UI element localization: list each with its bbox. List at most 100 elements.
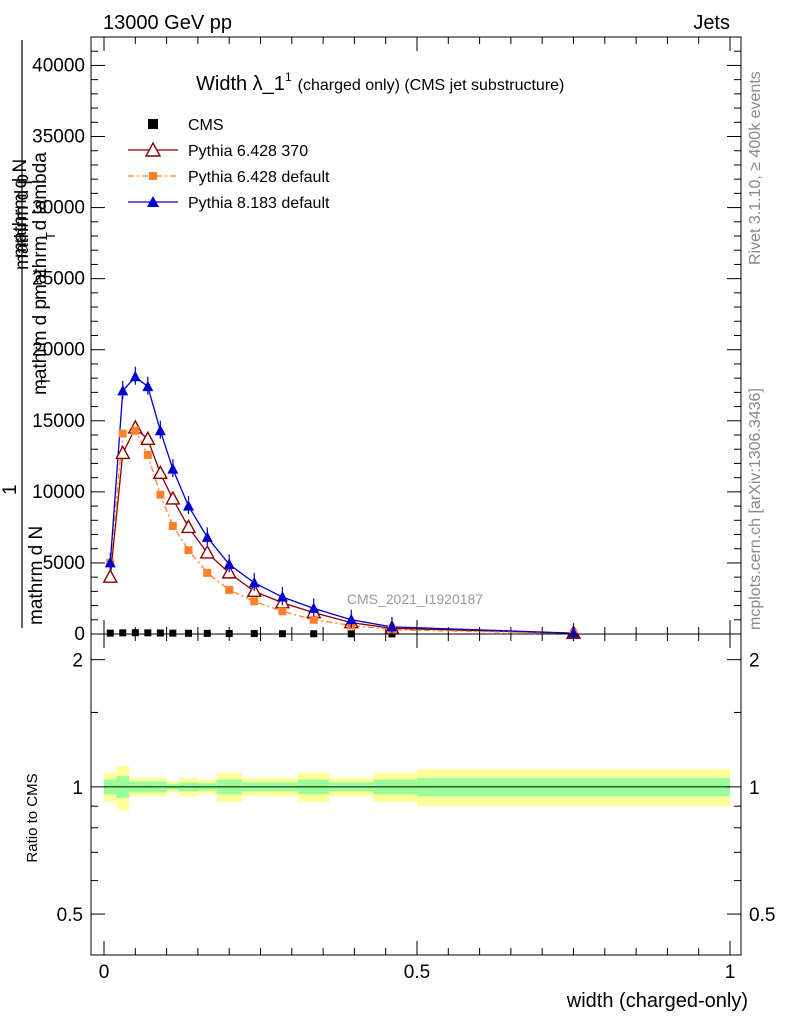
series-line-p6-370 [109,426,574,634]
ylabel-frag-4: 1 [0,484,21,495]
legend-label-p8: Pythia 8.183 default [188,195,330,212]
ylabel-frag-3: mathrm d lambda [30,152,51,300]
legend: CMS Pythia 6.428 370 Pythia 6.428 defaul… [128,117,330,212]
marker-p8 [308,602,320,613]
x-tick-label: 0.5 [404,962,430,983]
marker-cms [106,629,114,637]
ratio-y-label: Ratio to CMS [24,773,41,862]
marker-p8 [276,591,288,602]
legend-label-p6-default: Pythia 6.428 default [188,169,330,186]
ratio-y-tick-label: 0.5 [57,905,83,926]
marker-cms [144,629,152,637]
marker-p6-default [278,607,287,616]
series-line-p8 [109,375,574,634]
main-y-tick-label: 10000 [32,482,85,503]
x-tick-label: 1 [725,962,736,983]
marker-cms [185,629,193,637]
ylabel-frag-2: mathrm d p [30,299,51,395]
ratio-y-tick-label: 2 [72,651,83,672]
marker-p6-370 [140,430,156,445]
marker-p8 [167,463,179,474]
ratio-y-tick-label: 1 [72,778,83,799]
ratio-y-ticks: 0.5 0.5 1 1 2 2 [57,651,776,926]
marker-p8 [117,384,129,396]
ratio-x-ticks: 0 0.5 1 [99,634,736,983]
plot-title-sup: 1 [285,70,292,84]
main-y-tick-label: 0 [74,624,85,645]
x-axis-label: width (charged-only) [566,990,748,1012]
marker-p6-370 [115,445,131,460]
header-right: Jets [693,12,730,34]
plot-title-sub: (charged only) (CMS jet substructure) [298,77,565,94]
marker-p8 [568,627,579,638]
marker-cms [131,629,139,637]
plot-title: Width λ_11 (charged only) (CMS jet substr… [196,70,564,95]
mcplots-label: mcplots.cern.ch [arXiv:1306.3436] [747,388,764,630]
marker-p8 [154,424,166,436]
main-y-tick-label: 35000 [32,127,85,148]
marker-p8 [345,613,357,625]
main-y-tick-label: 15000 [32,411,85,432]
ylabel-frag-5: mathrm d N [26,526,47,625]
main-plot: 0 5000 10000 15000 20000 25000 30000 35000 40000… [32,36,742,645]
main-y-tick-label: 30000 [32,198,85,219]
legend-marker-cms [148,119,158,129]
marker-cms [203,629,211,637]
ratio-plot-frame [90,633,742,956]
marker-p8 [223,558,235,569]
marker-p6-default [156,490,165,499]
ratio-y-tick-label-right: 1 [749,778,760,799]
watermark: CMS_2021_I1920187 [347,591,483,607]
ratio-y-tick-label-right: 0.5 [749,905,775,926]
marker-p6-default [143,450,152,459]
marker-p6-default [184,546,193,555]
marker-p6-370 [180,518,197,534]
series-lines [109,375,574,635]
ratio-y-tick-label-right: 2 [749,651,760,672]
legend-marker-p6-default [149,172,157,180]
marker-p6-default [203,568,212,577]
marker-cms [169,629,177,637]
marker-p8 [248,576,260,588]
marker-p6-370 [199,544,215,559]
marker-cms [119,629,127,637]
legend-label-p6-370: Pythia 6.428 370 [188,143,308,160]
marker-p6-default [309,615,318,624]
marker-p6-default [118,429,127,438]
legend-marker-p6-370 [144,141,162,157]
marker-p8 [201,531,213,542]
marker-p6-370 [165,490,181,505]
main-y-tick-label: 40000 [32,55,85,76]
marker-p6-370 [102,568,118,583]
main-y-label: mathrm d N mathrm d p mathrm d lambda 1 … [0,40,58,628]
main-y-tick-label: 5000 [43,553,85,574]
ylabel-frag-1: mathrm d N [10,159,31,258]
marker-p8 [142,380,154,392]
marker-p6-370 [152,464,169,480]
marker-p8 [129,370,141,382]
ratio-plot: 0.5 0.51 12 2 0 0.5 1 Ratio to CMS width (cha… [24,633,776,1012]
marker-p6-default [131,426,140,435]
marker-p8 [386,620,398,632]
marker-p6-default [250,597,259,606]
legend-label-cms: CMS [188,117,224,134]
main-y-tick-label: 25000 [32,269,85,290]
main-y-tick-label: 20000 [32,340,85,361]
ratio-bands [104,766,730,811]
x-tick-label: 0 [99,962,110,983]
marker-p6-default [168,521,177,530]
ylabel-frag-7: T [38,377,53,385]
marker-p8 [183,500,195,511]
ylabel-frag-8: T [43,232,58,240]
series-markers [102,366,582,642]
main-y-ticks: 0 5000 10000 15000 20000 25000 30000 35000 40000 [32,36,741,645]
plot-title-main: Width λ_1 [196,73,285,95]
marker-p8 [104,556,116,568]
legend-marker-p8 [147,196,159,207]
marker-cms [156,629,164,637]
header-left: 13000 GeV pp [103,12,232,34]
rivet-label: Rivet 3.1.10, ≥ 400k events [747,71,764,265]
marker-p6-default [225,585,234,594]
series-line-p6-default [109,429,574,635]
